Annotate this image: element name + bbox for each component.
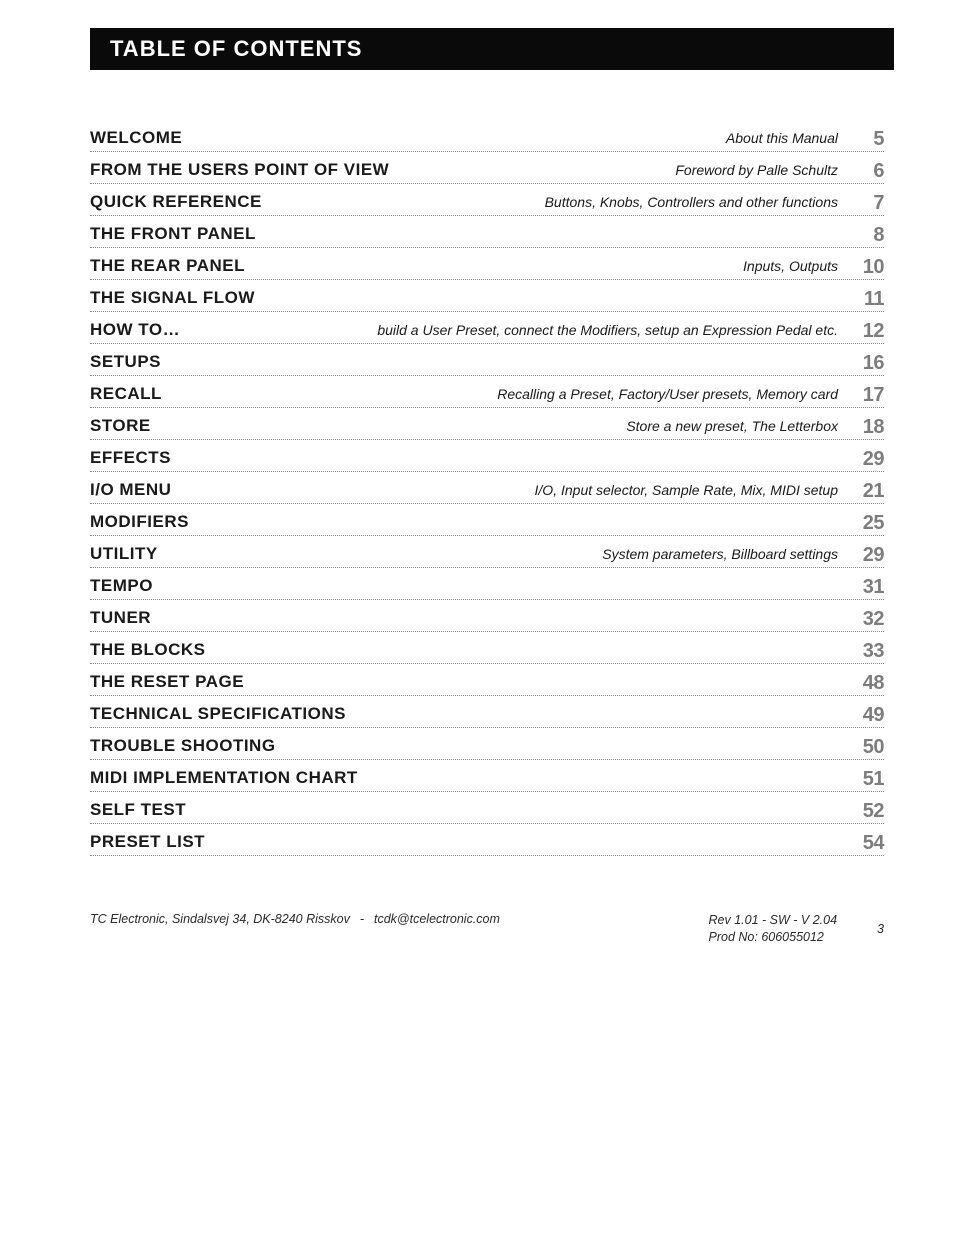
- toc-row: EFFECTS 29: [90, 446, 884, 472]
- toc-title: FROM THE USERS POINT OF VIEW: [90, 160, 389, 180]
- toc-title: TEMPO: [90, 576, 153, 596]
- toc-title: PRESET LIST: [90, 832, 205, 852]
- toc-page-number: 16: [856, 352, 884, 375]
- footer-separator: -: [350, 912, 374, 926]
- toc-page-number: 54: [856, 832, 884, 855]
- toc-title: TECHNICAL SPECIFICATIONS: [90, 704, 346, 724]
- toc-page-number: 12: [856, 320, 884, 343]
- footer-email: tcdk@tcelectronic.com: [374, 912, 500, 926]
- toc-description: System parameters, Billboard settings: [158, 546, 856, 562]
- toc-description: I/O, Input selector, Sample Rate, Mix, M…: [171, 482, 856, 498]
- footer-rev-line: Rev 1.01 - SW - V 2.04: [709, 913, 838, 927]
- toc-row: MODIFIERS 25: [90, 510, 884, 536]
- toc-row: UTILITYSystem parameters, Billboard sett…: [90, 542, 884, 568]
- page-container: TABLE OF CONTENTS WELCOMEAbout this Manu…: [0, 0, 954, 946]
- toc-title: QUICK REFERENCE: [90, 192, 262, 212]
- toc-page-number: 11: [856, 288, 884, 311]
- toc-row: RECALLRecalling a Preset, Factory/User p…: [90, 382, 884, 408]
- toc-page-number: 7: [856, 192, 884, 215]
- toc-page-number: 17: [856, 384, 884, 407]
- toc-description: build a User Preset, connect the Modifie…: [180, 322, 856, 338]
- toc-page-number: 50: [856, 736, 884, 759]
- toc-row: THE SIGNAL FLOW 11: [90, 286, 884, 312]
- toc-row: WELCOMEAbout this Manual5: [90, 126, 884, 152]
- toc-description: About this Manual: [182, 130, 856, 146]
- toc-title: HOW TO…: [90, 320, 180, 340]
- toc-row: QUICK REFERENCEButtons, Knobs, Controlle…: [90, 190, 884, 216]
- toc-title: TROUBLE SHOOTING: [90, 736, 276, 756]
- toc-row: THE BLOCKS 33: [90, 638, 884, 664]
- toc-row: FROM THE USERS POINT OF VIEWForeword by …: [90, 158, 884, 184]
- toc-row: THE RESET PAGE 48: [90, 670, 884, 696]
- toc-row: I/O MENUI/O, Input selector, Sample Rate…: [90, 478, 884, 504]
- toc-row: TECHNICAL SPECIFICATIONS 49: [90, 702, 884, 728]
- toc-title: SELF TEST: [90, 800, 186, 820]
- toc-row: SELF TEST 52: [90, 798, 884, 824]
- toc-page-number: 51: [856, 768, 884, 791]
- toc-row: SETUPS 16: [90, 350, 884, 376]
- footer-page-number: 3: [877, 922, 884, 936]
- toc-title: STORE: [90, 416, 151, 436]
- toc-description: Store a new preset, The Letterbox: [151, 418, 856, 434]
- toc-title: TUNER: [90, 608, 151, 628]
- toc-title: UTILITY: [90, 544, 158, 564]
- footer-prod-line: Prod No: 606055012: [709, 930, 824, 944]
- toc-page-number: 6: [856, 160, 884, 183]
- toc-title: THE BLOCKS: [90, 640, 206, 660]
- toc-page-number: 31: [856, 576, 884, 599]
- page-title: TABLE OF CONTENTS: [110, 36, 362, 62]
- toc-page-number: 18: [856, 416, 884, 439]
- toc-description: Foreword by Palle Schultz: [389, 162, 856, 178]
- toc-row: HOW TO…build a User Preset, connect the …: [90, 318, 884, 344]
- toc-page-number: 48: [856, 672, 884, 695]
- toc-page-number: 29: [856, 544, 884, 567]
- toc-page-number: 49: [856, 704, 884, 727]
- toc-row: PRESET LIST 54: [90, 830, 884, 856]
- footer-address: TC Electronic, Sindalsvej 34, DK-8240 Ri…: [90, 912, 350, 926]
- toc-page-number: 8: [856, 224, 884, 247]
- toc-description: Inputs, Outputs: [245, 258, 856, 274]
- toc-page-number: 10: [856, 256, 884, 279]
- toc-row: TROUBLE SHOOTING 50: [90, 734, 884, 760]
- footer-revision: Rev 1.01 - SW - V 2.04 Prod No: 60605501…: [709, 912, 878, 946]
- toc-row: THE FRONT PANEL 8: [90, 222, 884, 248]
- toc-page-number: 25: [856, 512, 884, 535]
- toc-page-number: 21: [856, 480, 884, 503]
- toc-row: MIDI IMPLEMENTATION CHART 51: [90, 766, 884, 792]
- table-of-contents: WELCOMEAbout this Manual5 FROM THE USERS …: [90, 126, 894, 856]
- toc-title: I/O MENU: [90, 480, 171, 500]
- toc-title: MIDI IMPLEMENTATION CHART: [90, 768, 358, 788]
- toc-row: STOREStore a new preset, The Letterbox18: [90, 414, 884, 440]
- toc-page-number: 29: [856, 448, 884, 471]
- toc-page-number: 32: [856, 608, 884, 631]
- footer: TC Electronic, Sindalsvej 34, DK-8240 Ri…: [90, 912, 894, 946]
- toc-title: SETUPS: [90, 352, 161, 372]
- toc-page-number: 5: [856, 128, 884, 151]
- toc-row: TEMPO 31: [90, 574, 884, 600]
- toc-title: THE REAR PANEL: [90, 256, 245, 276]
- header-bar: TABLE OF CONTENTS: [90, 28, 894, 70]
- toc-page-number: 52: [856, 800, 884, 823]
- toc-page-number: 33: [856, 640, 884, 663]
- toc-title: THE FRONT PANEL: [90, 224, 256, 244]
- toc-title: WELCOME: [90, 128, 182, 148]
- toc-title: THE SIGNAL FLOW: [90, 288, 255, 308]
- toc-row: TUNER 32: [90, 606, 884, 632]
- toc-description: Buttons, Knobs, Controllers and other fu…: [262, 194, 856, 210]
- toc-description: Recalling a Preset, Factory/User presets…: [162, 386, 856, 402]
- toc-title: RECALL: [90, 384, 162, 404]
- toc-title: MODIFIERS: [90, 512, 189, 532]
- toc-row: THE REAR PANELInputs, Outputs10: [90, 254, 884, 280]
- toc-title: EFFECTS: [90, 448, 171, 468]
- toc-title: THE RESET PAGE: [90, 672, 244, 692]
